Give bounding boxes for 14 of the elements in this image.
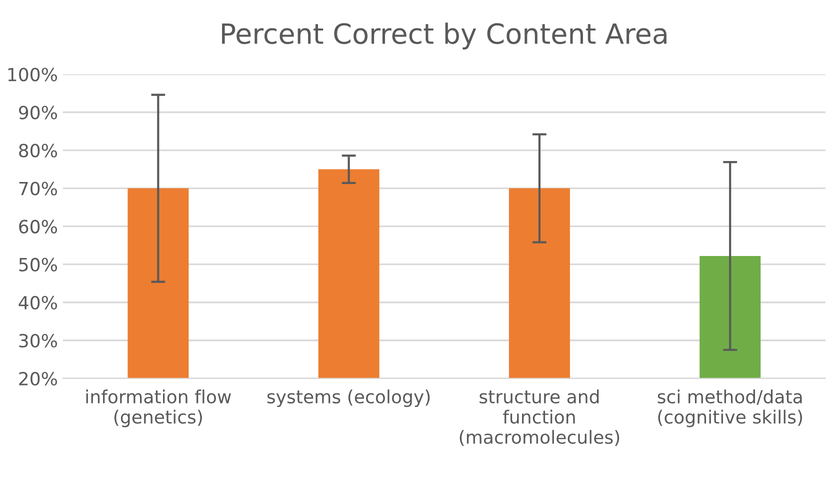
x-tick-label: structure and function (macromolecules) [460, 390, 620, 446]
y-tick-label: 80% [19, 144, 57, 158]
y-tick-label: 100% [8, 68, 57, 82]
y-tick-label: 20% [19, 372, 57, 386]
y-tick-label: 90% [18, 106, 57, 120]
y-tick-label: 60% [19, 220, 57, 234]
y-tick-label: 70% [19, 182, 57, 196]
x-tick-label: sci method/data (cognitive skills) [658, 390, 802, 428]
y-tick-label: 30% [19, 334, 57, 348]
x-tick-label: information flow (genetics) [86, 390, 231, 428]
y-tick-label: 40% [18, 296, 57, 310]
chart-title: Percent Correct by Content Area [222, 22, 666, 50]
y-tick-label: 50% [19, 258, 57, 272]
x-tick-label: systems (ecology) [267, 390, 430, 407]
